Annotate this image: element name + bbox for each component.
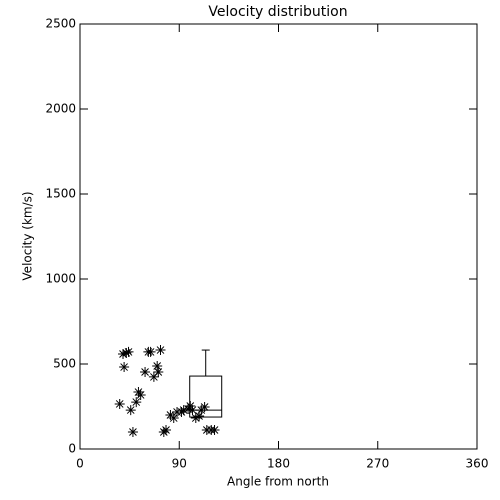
y-tick-label: 1500 [45, 187, 76, 201]
x-tick-label: 0 [76, 457, 84, 471]
asterisk-point [145, 346, 156, 357]
asterisk-point [131, 397, 142, 408]
asterisk-point [199, 402, 210, 413]
x-tick-label: 270 [366, 457, 389, 471]
x-tick-label: 90 [172, 457, 187, 471]
asterisk-point [194, 411, 205, 422]
y-axis-label: Velocity (km/s) [21, 191, 35, 280]
asterisk-point [135, 389, 146, 400]
y-tick-label: 2500 [45, 17, 76, 31]
asterisk-point [209, 424, 220, 435]
asterisk-point [114, 398, 125, 409]
x-tick-label: 180 [267, 457, 290, 471]
y-tick-label: 1000 [45, 272, 76, 286]
asterisk-point [148, 371, 159, 382]
y-tick-label: 500 [53, 357, 76, 371]
asterisk-point [152, 361, 163, 372]
x-axis-label: Angle from north [227, 475, 329, 489]
asterisk-point [155, 345, 166, 356]
asterisk-point [119, 362, 130, 373]
asterisk-point [123, 346, 134, 357]
y-tick-label: 0 [68, 442, 76, 456]
asterisk-point [153, 366, 164, 377]
chart-title: Velocity distribution [208, 4, 347, 20]
asterisk-point [190, 413, 201, 424]
y-tick-label: 2000 [45, 102, 76, 116]
box [189, 375, 223, 418]
x-tick-label: 360 [466, 457, 489, 471]
asterisk-point [127, 427, 138, 437]
asterisk-point [178, 405, 189, 416]
plot-frame [79, 23, 478, 450]
asterisk-point [168, 413, 179, 424]
asterisk-point [185, 400, 196, 411]
asterisk-point [161, 424, 172, 435]
asterisk-point [118, 348, 129, 359]
asterisk-point [121, 347, 132, 358]
asterisk-point [183, 404, 194, 415]
asterisk-point [140, 366, 151, 377]
asterisk-point [125, 405, 136, 416]
